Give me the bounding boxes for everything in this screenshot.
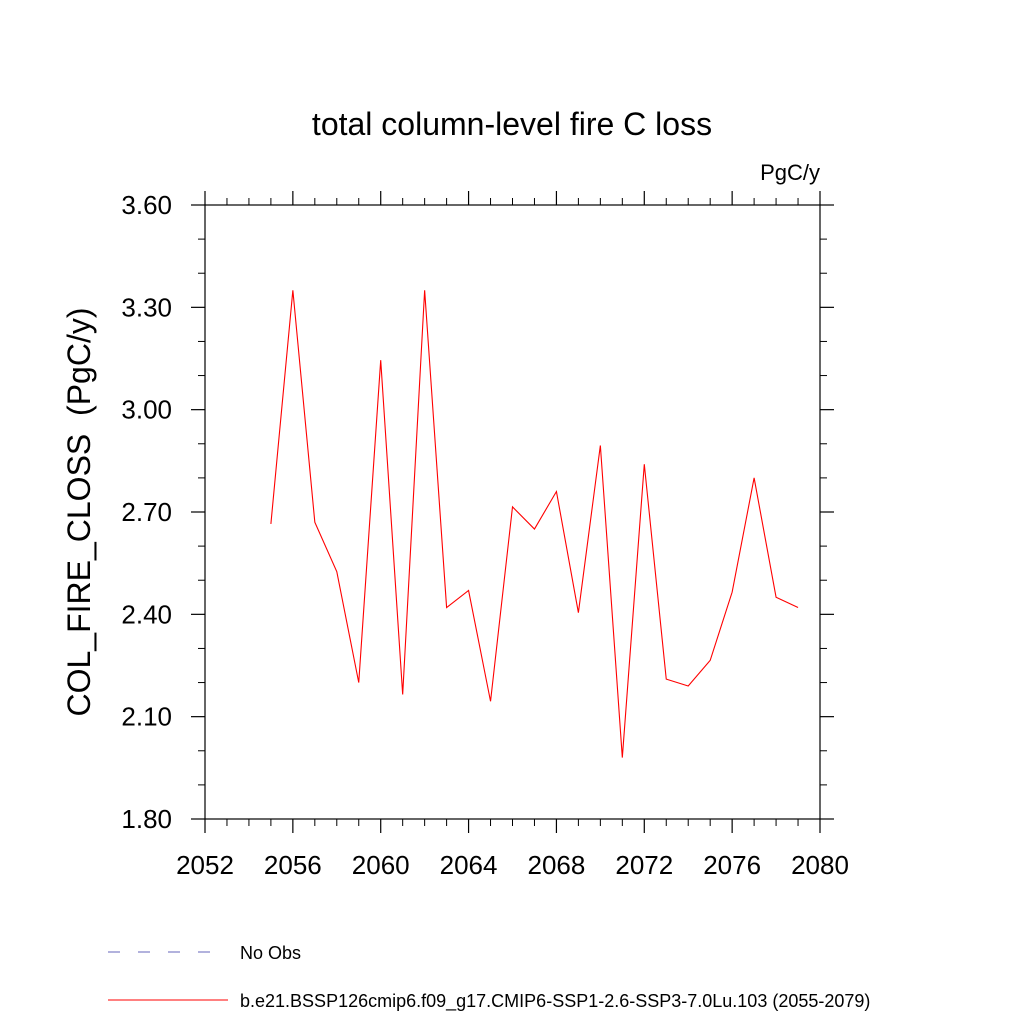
chart-title: total column-level fire C loss	[312, 106, 712, 142]
x-tick-label: 2076	[703, 850, 761, 880]
series-line	[270, 290, 799, 758]
x-tick-label: 2080	[791, 850, 849, 880]
x-tick-label: 2064	[440, 850, 498, 880]
units-label: PgC/y	[760, 160, 820, 185]
y-tick-label: 3.60	[121, 190, 172, 220]
x-tick-label: 2072	[615, 850, 673, 880]
series-layer	[270, 290, 799, 758]
y-tick-label: 2.10	[121, 702, 172, 732]
y-axis-label: COL_FIRE_CLOSS (PgC/y)	[61, 308, 97, 717]
axis-tick-labels: 2052 2056 2060 2064 2068 2072 2076 2080 1.80 2.10…	[121, 190, 849, 880]
plot-frame	[204, 204, 821, 820]
x-tick-label: 2052	[176, 850, 234, 880]
legend-label: b.e21.BSSP126cmip6.f09_g17.CMIP6-SSP1-2.…	[240, 991, 870, 1012]
legend-label: No Obs	[240, 943, 301, 963]
x-tick-label: 2060	[352, 850, 410, 880]
y-tick-label: 3.30	[121, 292, 172, 322]
y-tick-label: 2.70	[121, 497, 172, 527]
x-tick-label: 2056	[264, 850, 322, 880]
y-tick-label: 2.40	[121, 599, 172, 629]
legend: No Obs b.e21.BSSP126cmip6.f09_g17.CMIP6-S…	[108, 943, 870, 1012]
y-tick-label: 3.00	[121, 395, 172, 425]
x-tick-label: 2068	[528, 850, 586, 880]
y-tick-label: 1.80	[121, 804, 172, 834]
axis-ticks	[191, 191, 834, 833]
